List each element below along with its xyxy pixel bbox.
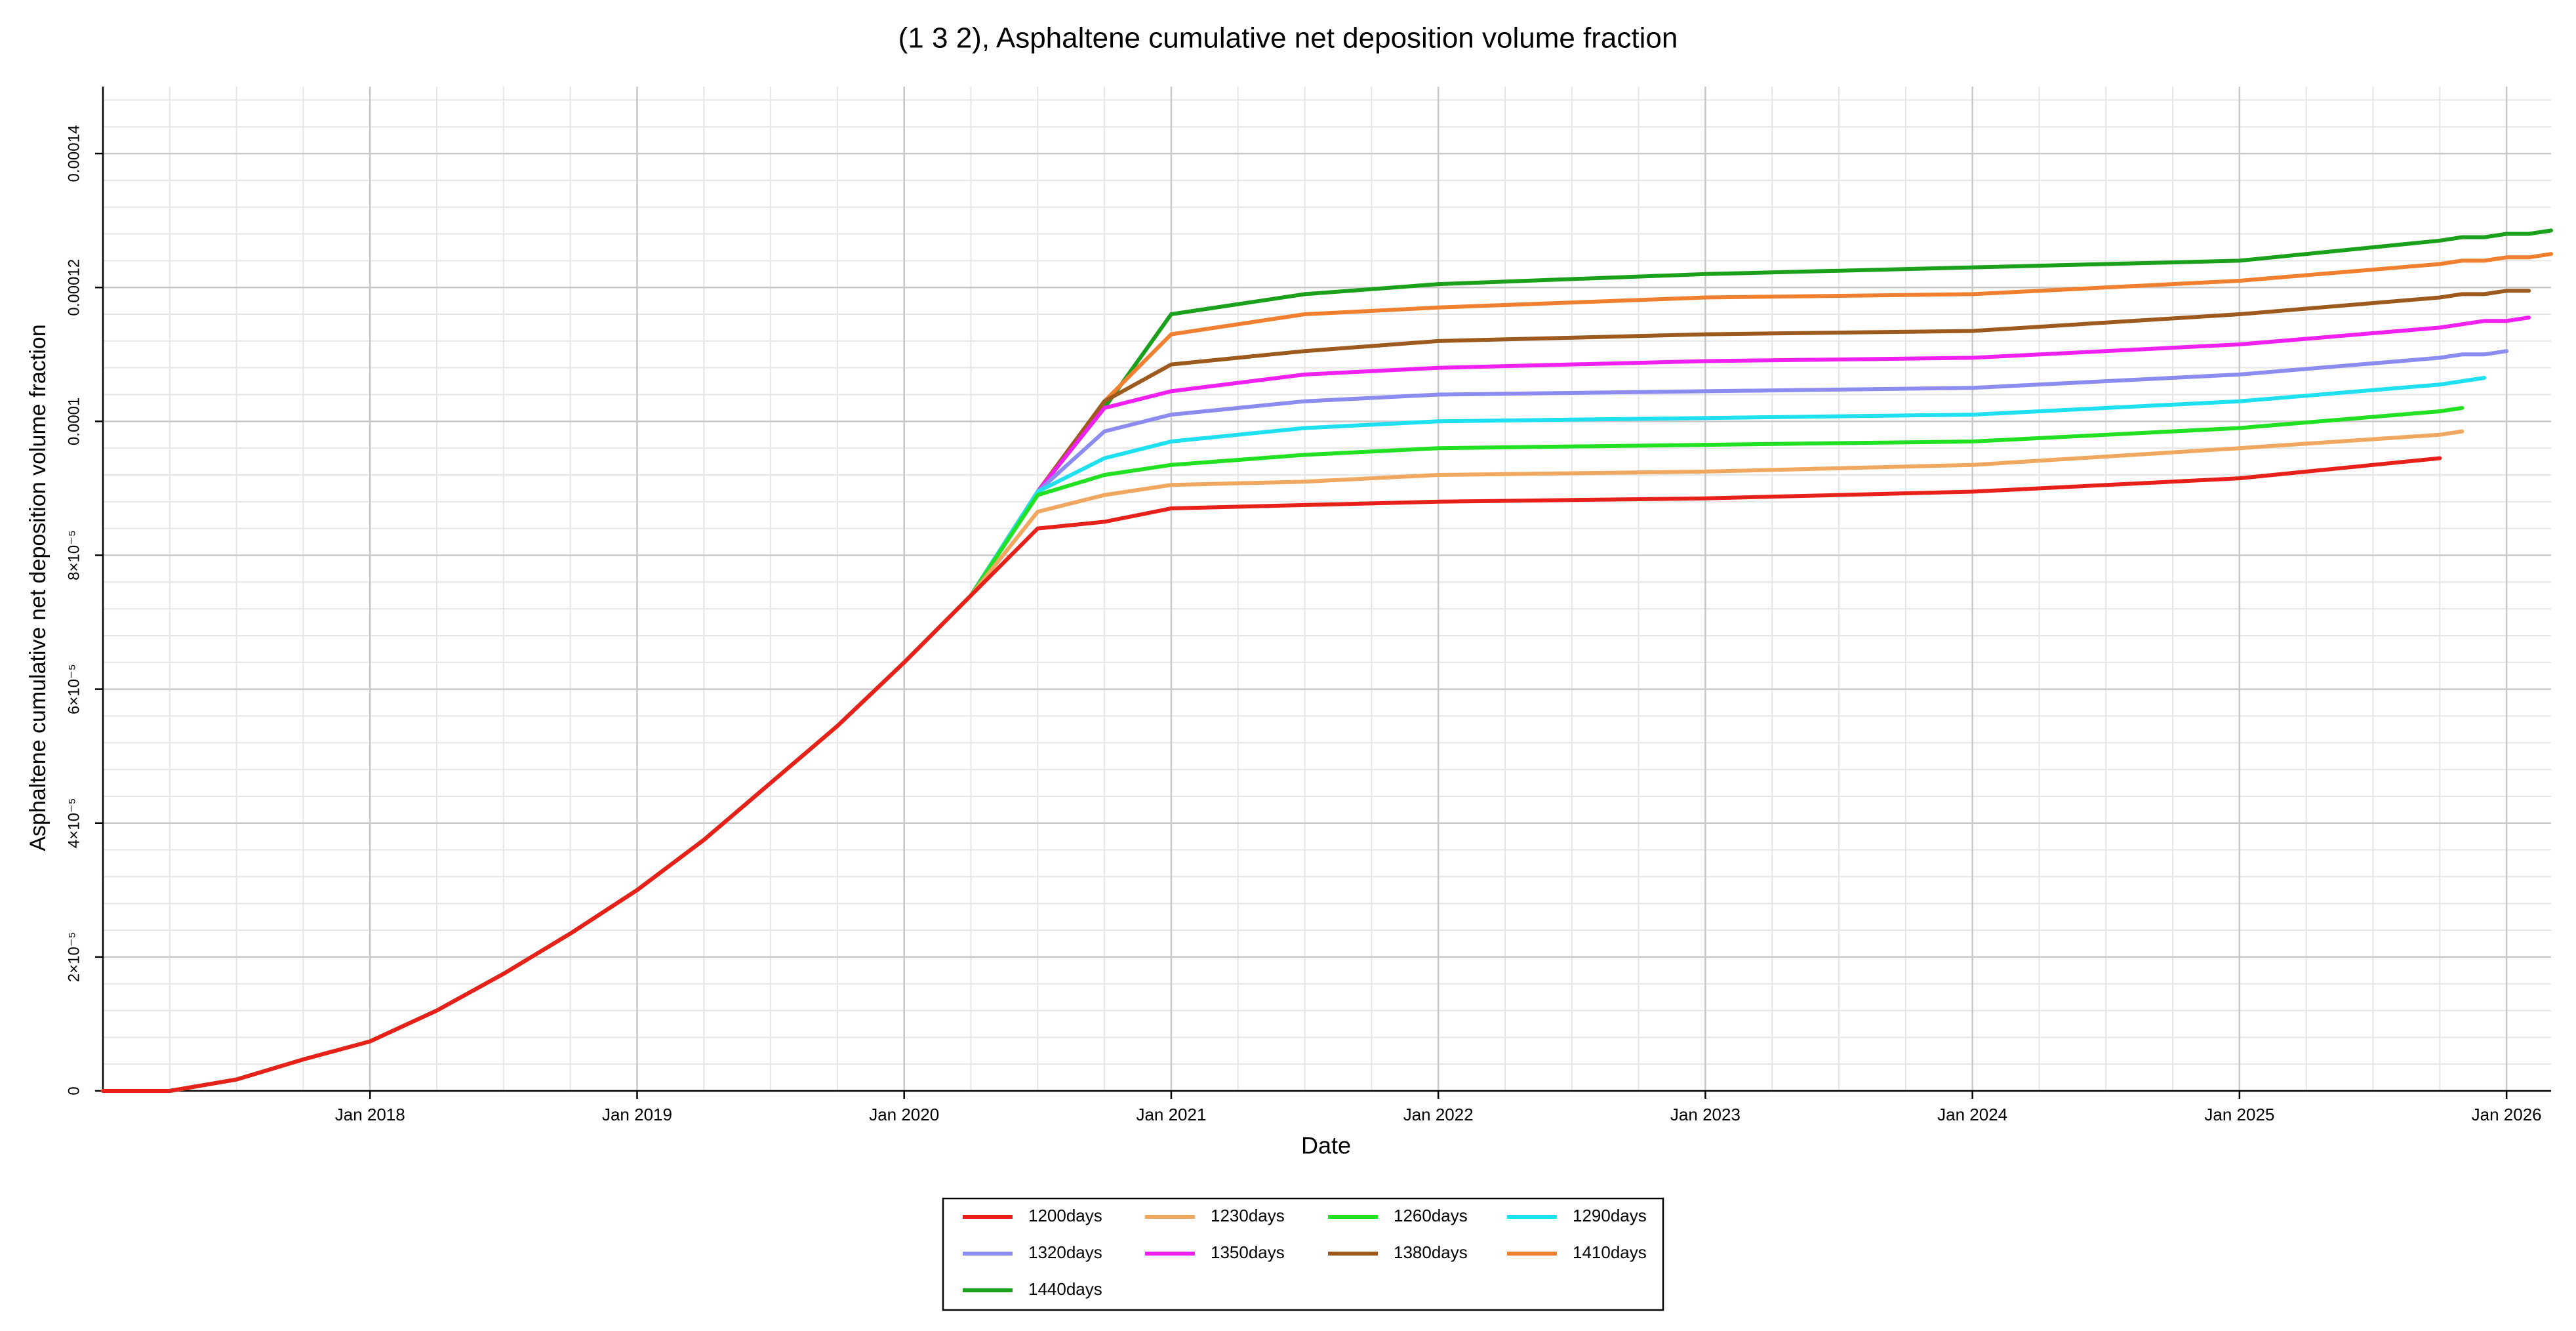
y-tick-label: 4×10⁻⁵ bbox=[65, 798, 83, 848]
legend-label: 1350days bbox=[1211, 1242, 1285, 1262]
y-axis-label: Asphaltene cumulative net deposition vol… bbox=[26, 324, 50, 851]
legend-label: 1230days bbox=[1211, 1206, 1285, 1225]
x-tick-label: Jan 2026 bbox=[2472, 1105, 2542, 1124]
y-tick-label: 2×10⁻⁵ bbox=[65, 932, 83, 983]
chart-title: (1 3 2), Asphaltene cumulative net depos… bbox=[898, 22, 1678, 54]
legend-label: 1380days bbox=[1394, 1242, 1468, 1262]
legend-label: 1410days bbox=[1573, 1242, 1647, 1262]
x-tick-label: Jan 2023 bbox=[1670, 1105, 1741, 1124]
legend-label: 1290days bbox=[1573, 1206, 1647, 1225]
y-tick-label: 0.00012 bbox=[65, 259, 83, 316]
legend-label: 1320days bbox=[1028, 1242, 1102, 1262]
legend-label: 1260days bbox=[1394, 1206, 1468, 1225]
y-tick-label: 8×10⁻⁵ bbox=[65, 530, 83, 581]
legend-label: 1200days bbox=[1028, 1206, 1102, 1225]
x-tick-label: Jan 2025 bbox=[2204, 1105, 2274, 1124]
x-tick-label: Jan 2022 bbox=[1403, 1105, 1474, 1124]
x-tick-label: Jan 2024 bbox=[1937, 1105, 2007, 1124]
x-axis-label: Date bbox=[1301, 1132, 1351, 1159]
y-tick-label: 0.0001 bbox=[65, 398, 83, 445]
x-tick-label: Jan 2020 bbox=[869, 1105, 939, 1124]
x-tick-label: Jan 2019 bbox=[602, 1105, 672, 1124]
x-tick-label: Jan 2018 bbox=[335, 1105, 405, 1124]
y-tick-label: 0 bbox=[65, 1086, 83, 1095]
y-tick-label: 0.00014 bbox=[65, 125, 83, 182]
legend-label: 1440days bbox=[1028, 1279, 1102, 1299]
series-line bbox=[101, 456, 2442, 1093]
y-tick-label: 6×10⁻⁵ bbox=[65, 664, 83, 714]
x-tick-label: Jan 2021 bbox=[1136, 1105, 1206, 1124]
